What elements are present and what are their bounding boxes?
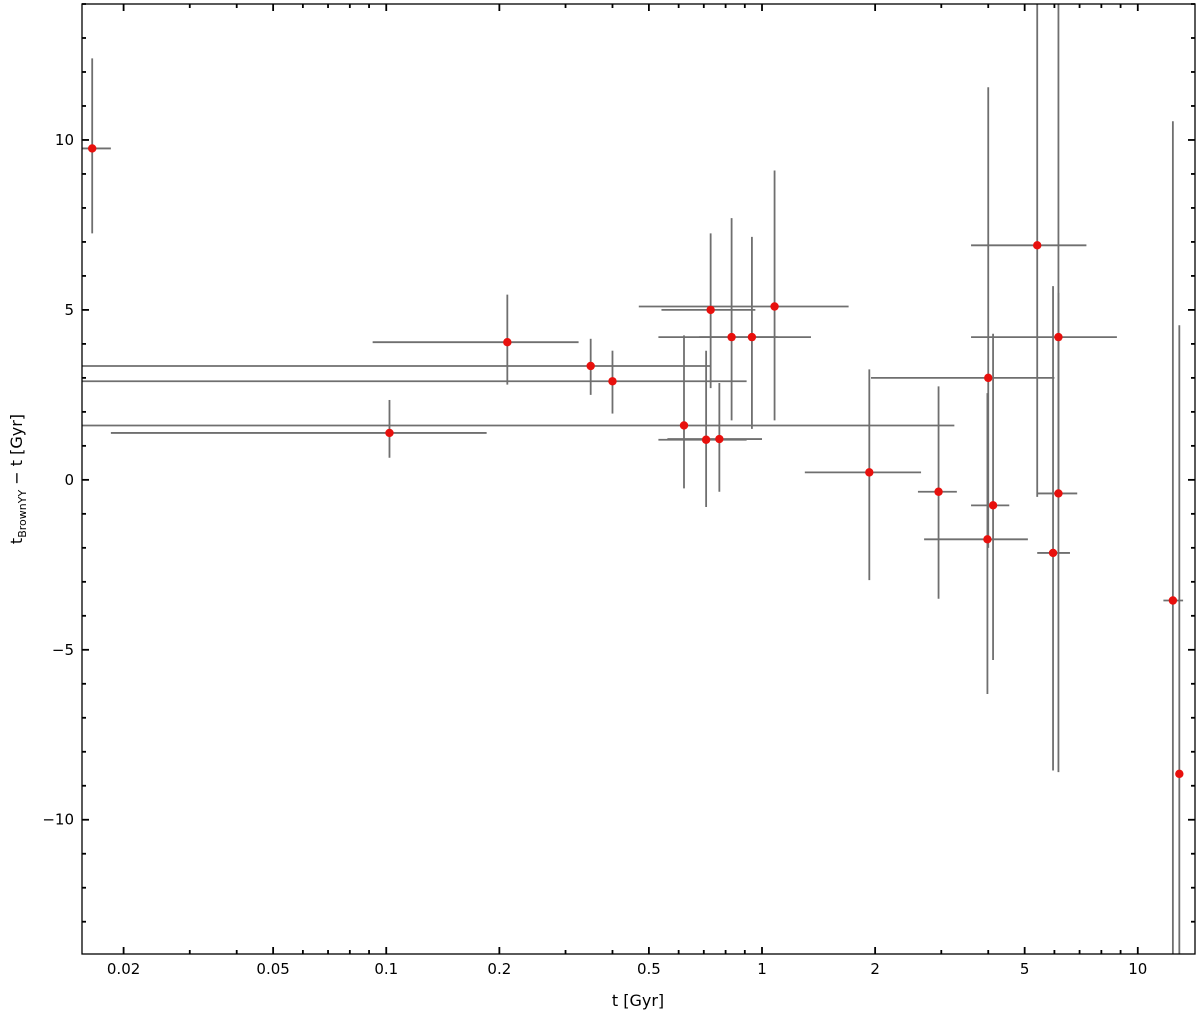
y-axis-label: tBrownYY − t [Gyr] bbox=[7, 414, 29, 544]
data-point bbox=[770, 302, 779, 311]
data-point bbox=[1054, 332, 1063, 342]
data-point bbox=[1175, 769, 1184, 779]
data-point bbox=[88, 144, 97, 153]
x-tick-label: 2 bbox=[870, 960, 880, 978]
data-point bbox=[988, 501, 998, 510]
x-tick-label: 5 bbox=[1020, 960, 1030, 978]
y-axis-label-main: t bbox=[7, 538, 26, 544]
data-point bbox=[706, 305, 715, 315]
x-tick-label: 1 bbox=[757, 960, 767, 978]
data-point bbox=[1054, 489, 1063, 498]
x-tick-label: 0.1 bbox=[374, 960, 398, 978]
data-point bbox=[1033, 241, 1042, 250]
y-tick-label: −5 bbox=[52, 641, 74, 659]
y-tick-label: 5 bbox=[64, 301, 74, 319]
data-point bbox=[679, 421, 689, 430]
x-axis-ticks: 0.02 0.05 0.1 0.2 0.5 1 2 5 10 bbox=[107, 4, 1147, 978]
data-point bbox=[503, 337, 512, 347]
data-point bbox=[747, 332, 757, 342]
data-point bbox=[865, 468, 874, 477]
data-point bbox=[586, 361, 595, 371]
x-tick-label: 0.5 bbox=[637, 960, 661, 978]
data-point bbox=[984, 373, 993, 383]
data-point bbox=[608, 377, 617, 386]
data-point bbox=[701, 435, 711, 444]
data-point bbox=[715, 434, 724, 444]
y-tick-label: −10 bbox=[42, 811, 74, 829]
x-tick-label: 0.02 bbox=[107, 960, 140, 978]
x-tick-label: 0.2 bbox=[487, 960, 511, 978]
y-axis-ticks: 10 5 0 −5 −10 bbox=[42, 3, 1195, 923]
data-point bbox=[983, 535, 992, 544]
x-tick-label: 0.05 bbox=[256, 960, 289, 978]
data-point bbox=[934, 487, 943, 496]
y-tick-label: 10 bbox=[55, 131, 74, 149]
y-axis-label-sub: BrownYY bbox=[16, 490, 29, 538]
data-point bbox=[727, 332, 736, 342]
data-markers bbox=[88, 144, 1184, 779]
x-axis-label: t [Gyr] bbox=[612, 991, 664, 1010]
data-point bbox=[1048, 548, 1058, 558]
y-axis-label-rest: − t [Gyr] bbox=[7, 414, 26, 490]
y-tick-label: 0 bbox=[64, 471, 74, 489]
data-point bbox=[385, 428, 394, 438]
x-tick-label: 10 bbox=[1128, 960, 1147, 978]
data-point bbox=[1168, 596, 1178, 605]
